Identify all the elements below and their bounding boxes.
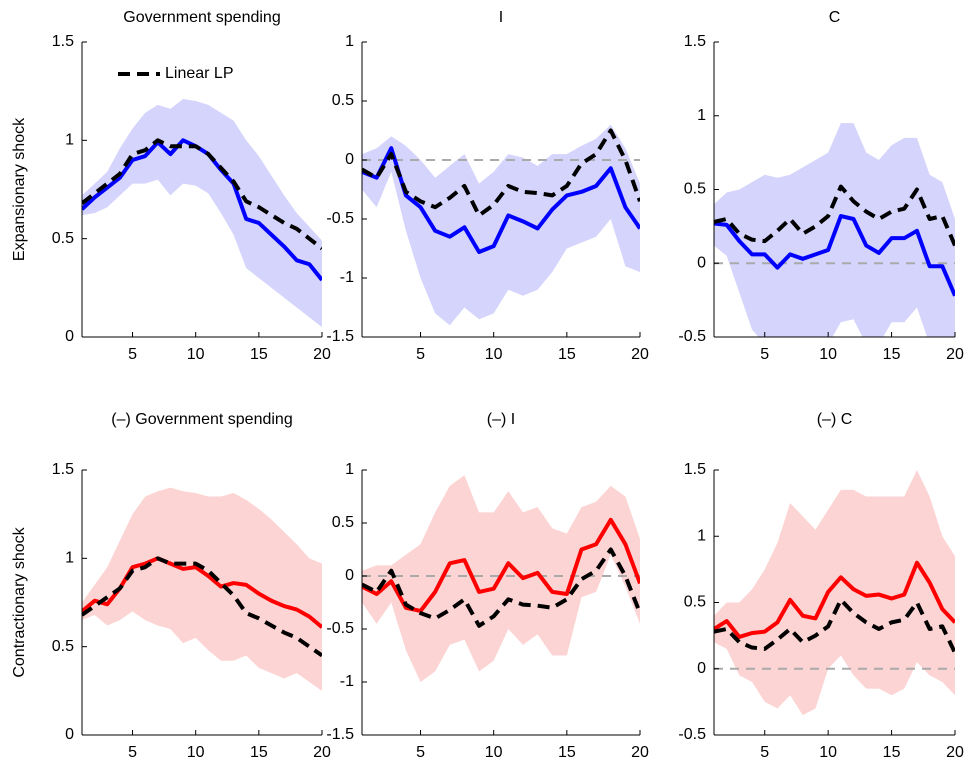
panel-title: Government spending — [123, 9, 280, 26]
y-tick-label: 0 — [345, 151, 354, 168]
series-line — [714, 214, 955, 297]
y-tick-label: 1.5 — [684, 461, 706, 478]
y-tick-label: 1 — [697, 107, 706, 124]
x-tick-label: 15 — [558, 744, 576, 761]
series-line — [82, 556, 322, 658]
x-tick-label: 10 — [187, 346, 205, 363]
confidence-band — [82, 487, 322, 691]
series-line — [82, 138, 322, 282]
x-tick-label: 15 — [883, 744, 901, 761]
y-tick-label: 0.5 — [332, 92, 354, 109]
confidence-band — [714, 470, 955, 716]
y-tick-label: -0.5 — [678, 726, 706, 743]
series-line — [714, 597, 955, 654]
series-line — [714, 560, 955, 639]
plot-area — [82, 99, 322, 328]
y-tick-label: -1.5 — [326, 726, 354, 743]
x-tick-label: 5 — [128, 744, 137, 761]
legend-label: Linear LP — [165, 65, 234, 82]
y-tick-label: 0.5 — [332, 514, 354, 531]
x-tick-label: 15 — [558, 346, 576, 363]
y-tick-label: 0.5 — [684, 594, 706, 611]
series-line — [714, 184, 955, 247]
x-tick-label: 5 — [416, 744, 425, 761]
series-line — [362, 547, 640, 628]
series-line — [362, 146, 640, 255]
y-tick-label: 0 — [345, 567, 354, 584]
x-tick-label: 10 — [819, 346, 837, 363]
y-tick-label: 1.5 — [52, 461, 74, 478]
series-line — [362, 128, 640, 218]
y-tick-label: 1 — [697, 527, 706, 544]
confidence-band — [362, 124, 640, 326]
panel-title: C — [829, 9, 841, 26]
y-tick-label: -1.5 — [326, 328, 354, 345]
x-tick-label: 20 — [631, 346, 649, 363]
y-tick-label: 1.5 — [52, 33, 74, 50]
y-tick-label: 1 — [65, 132, 74, 149]
y-tick-label: 0.5 — [52, 638, 74, 655]
x-tick-label: 20 — [313, 744, 331, 761]
y-tick-label: 1 — [345, 33, 354, 50]
panel-title: I — [499, 9, 503, 26]
series-line — [82, 556, 322, 629]
y-tick-label: 0 — [65, 726, 74, 743]
y-tick-label: 1 — [345, 461, 354, 478]
plot-area — [714, 123, 955, 337]
x-tick-label: 10 — [819, 744, 837, 761]
x-tick-label: 20 — [946, 346, 964, 363]
x-tick-label: 10 — [187, 744, 205, 761]
x-tick-label: 15 — [250, 744, 268, 761]
x-tick-label: 10 — [485, 744, 503, 761]
x-tick-label: 20 — [313, 346, 331, 363]
y-axis-label: Contractionary shock — [11, 526, 28, 677]
panel-title: (–) I — [487, 411, 515, 428]
panel-title: (–) Government spending — [111, 411, 292, 428]
confidence-band — [82, 99, 322, 328]
plot-area — [82, 487, 322, 691]
y-tick-label: -0.5 — [678, 328, 706, 345]
y-tick-label: 0 — [697, 254, 706, 271]
x-tick-label: 5 — [416, 346, 425, 363]
y-tick-label: -0.5 — [326, 620, 354, 637]
y-tick-label: 0.5 — [684, 181, 706, 198]
y-tick-label: 0.5 — [52, 230, 74, 247]
x-tick-label: 20 — [631, 744, 649, 761]
y-axis-label: Expansionary shock — [11, 117, 28, 261]
series-line — [82, 138, 322, 251]
x-tick-label: 5 — [760, 744, 769, 761]
y-tick-label: 0 — [697, 660, 706, 677]
x-tick-label: 10 — [485, 346, 503, 363]
x-tick-label: 20 — [946, 744, 964, 761]
x-tick-label: 5 — [760, 346, 769, 363]
x-tick-label: 5 — [128, 346, 137, 363]
y-tick-label: 0 — [65, 328, 74, 345]
x-tick-label: 15 — [250, 346, 268, 363]
panel-title: (–) C — [817, 411, 853, 428]
y-tick-label: -0.5 — [326, 210, 354, 227]
y-tick-label: 1 — [65, 550, 74, 567]
y-tick-label: 1.5 — [684, 33, 706, 50]
x-tick-label: 15 — [883, 346, 901, 363]
y-tick-label: -1 — [340, 673, 354, 690]
plot-area — [714, 470, 955, 716]
y-tick-label: -1 — [340, 269, 354, 286]
plot-area — [362, 124, 640, 326]
plot-area — [362, 475, 640, 682]
